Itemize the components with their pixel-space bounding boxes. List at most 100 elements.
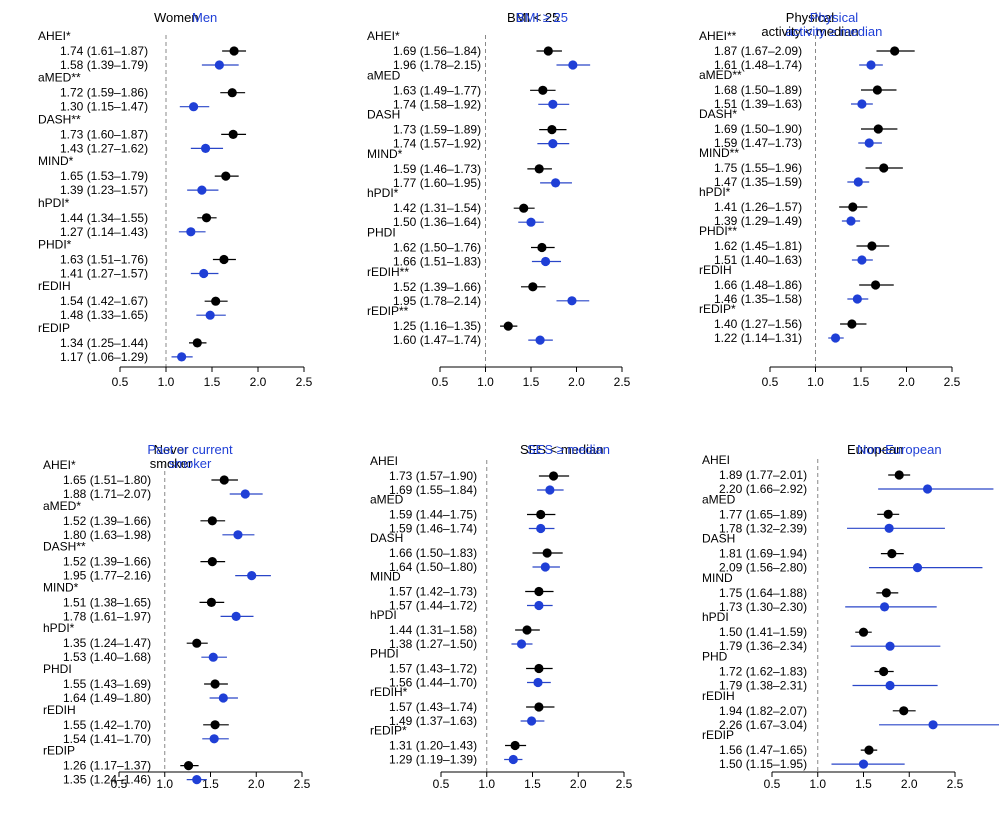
estimate-text-group2: 1.69 (1.55–1.84): [389, 483, 477, 497]
estimate-text-group1: 1.75 (1.55–1.96): [714, 161, 802, 175]
point-estimate-group1: [210, 679, 220, 689]
point-estimate-group1: [228, 129, 238, 139]
point-estimate-group2: [852, 294, 862, 304]
legend-group2-line-1: BMI ≥ 25: [516, 10, 568, 25]
point-estimate-group2: [177, 352, 187, 362]
estimate-text-group2: 1.79 (1.38–2.31): [719, 679, 807, 693]
x-tick-label: 2.5: [616, 777, 633, 791]
estimate-text-group1: 1.94 (1.82–2.07): [719, 704, 807, 718]
point-estimate-group2: [885, 680, 895, 691]
point-estimate-group2: [866, 60, 876, 70]
estimate-text-group2: 1.53 (1.40–1.68): [63, 650, 151, 664]
row-label: PHDI**: [699, 224, 737, 238]
estimate-text-group2: 1.64 (1.50–1.80): [389, 560, 477, 574]
estimate-text-group1: 1.55 (1.42–1.70): [63, 718, 151, 732]
estimate-text-group1: 1.63 (1.49–1.77): [393, 83, 481, 97]
x-tick-label: 1.5: [855, 777, 872, 791]
row-label: AHEI: [702, 453, 730, 467]
point-estimate-group2: [550, 178, 561, 188]
point-estimate-group1: [183, 761, 194, 771]
row-label: rEDIP**: [367, 304, 409, 318]
estimate-text-group1: 1.62 (1.45–1.81): [714, 239, 802, 253]
row-label: AHEI**: [699, 29, 737, 43]
row-label: AHEI*: [38, 29, 71, 43]
row-label: hPDI*: [38, 196, 70, 210]
point-estimate-group2: [548, 139, 558, 149]
estimate-text-group2: 1.59 (1.46–1.74): [389, 522, 477, 536]
estimate-text-group1: 1.63 (1.51–1.76): [60, 253, 148, 267]
estimate-text-group1: 1.52 (1.39–1.66): [63, 555, 151, 569]
estimate-text-group1: 1.50 (1.41–1.59): [719, 625, 807, 639]
point-estimate-group2: [535, 335, 545, 345]
estimate-text-group2: 1.78 (1.61–1.97): [63, 609, 151, 623]
estimate-text-group1: 1.44 (1.31–1.58): [389, 623, 477, 637]
row-label: rEDIP: [38, 321, 70, 335]
point-estimate-group1: [503, 321, 513, 331]
legend-group1-line-1: Women: [154, 10, 199, 25]
point-estimate-group2: [857, 255, 867, 265]
row-label: PHDI: [367, 226, 396, 240]
point-estimate-group1: [206, 597, 217, 608]
point-estimate-group2: [200, 143, 211, 153]
row-label: MIND*: [38, 154, 74, 168]
point-estimate-group2: [568, 60, 578, 70]
x-tick-label: 2.0: [898, 375, 915, 389]
estimate-text-group1: 1.52 (1.39–1.66): [393, 280, 481, 294]
point-estimate-group2: [508, 754, 518, 765]
x-tick-label: 2.0: [568, 375, 585, 389]
point-estimate-group2: [199, 268, 209, 279]
estimate-text-group1: 1.75 (1.64–1.88): [719, 586, 807, 600]
row-label: MIND: [702, 571, 733, 585]
point-estimate-group2: [526, 217, 536, 227]
legend-group2-line-1: SES ≥ median: [527, 442, 610, 457]
point-estimate-group1: [536, 509, 546, 520]
estimate-text-group1: 1.81 (1.69–1.94): [719, 547, 807, 561]
point-estimate-group2: [218, 693, 228, 703]
estimate-text-group2: 1.30 (1.15–1.47): [60, 100, 148, 114]
estimate-text-group2: 1.17 (1.06–1.29): [60, 350, 148, 364]
x-tick-label: 1.0: [809, 777, 826, 791]
point-estimate-group1: [867, 241, 877, 251]
estimate-text-group1: 1.59 (1.46–1.73): [393, 162, 481, 176]
row-label: DASH: [370, 531, 403, 545]
estimate-text-group2: 1.95 (1.77–2.16): [63, 569, 151, 583]
point-estimate-group2: [922, 484, 933, 494]
estimate-text-group2: 1.74 (1.57–1.92): [393, 137, 481, 151]
point-estimate-group1: [879, 666, 889, 677]
point-estimate-group2: [853, 177, 863, 187]
row-label: rEDIH: [38, 279, 71, 293]
row-label: aMED: [370, 493, 404, 507]
estimate-text-group1: 1.52 (1.39–1.66): [63, 514, 151, 528]
point-estimate-group1: [858, 627, 869, 637]
legend-group2-line-2: smoker: [169, 456, 212, 471]
estimate-text-group1: 1.73 (1.60–1.87): [60, 127, 148, 141]
estimate-text-group2: 1.22 (1.14–1.31): [714, 331, 802, 345]
row-label: DASH**: [38, 112, 81, 126]
estimate-text-group1: 1.65 (1.51–1.80): [63, 473, 151, 487]
estimate-text-group2: 1.43 (1.27–1.62): [60, 141, 148, 155]
x-tick-label: 1.5: [523, 375, 540, 389]
x-tick-label: 2.5: [944, 375, 961, 389]
point-estimate-group2: [864, 138, 874, 148]
row-label: AHEI: [370, 454, 398, 468]
estimate-text-group1: 1.57 (1.43–1.72): [389, 662, 477, 676]
point-estimate-group1: [543, 46, 553, 56]
point-estimate-group2: [857, 99, 867, 109]
estimate-text-group2: 1.50 (1.15–1.95): [719, 757, 807, 771]
point-estimate-group1: [548, 471, 559, 481]
point-estimate-group2: [240, 489, 250, 499]
legend-group1-line-1: Never: [154, 442, 189, 457]
row-label: hPDI*: [43, 621, 75, 635]
row-label: rEDIH: [699, 263, 732, 277]
point-estimate-group1: [528, 282, 538, 292]
estimate-text-group2: 1.51 (1.39–1.63): [714, 97, 802, 111]
estimate-text-group1: 1.26 (1.17–1.37): [63, 759, 151, 773]
legend-group2-line-1: Physical: [810, 10, 859, 25]
point-estimate-group2: [231, 611, 241, 622]
estimate-text-group2: 1.46 (1.35–1.58): [714, 292, 802, 306]
point-estimate-group2: [879, 602, 890, 612]
point-estimate-group2: [192, 775, 202, 785]
estimate-text-group2: 1.88 (1.71–2.07): [63, 487, 151, 501]
